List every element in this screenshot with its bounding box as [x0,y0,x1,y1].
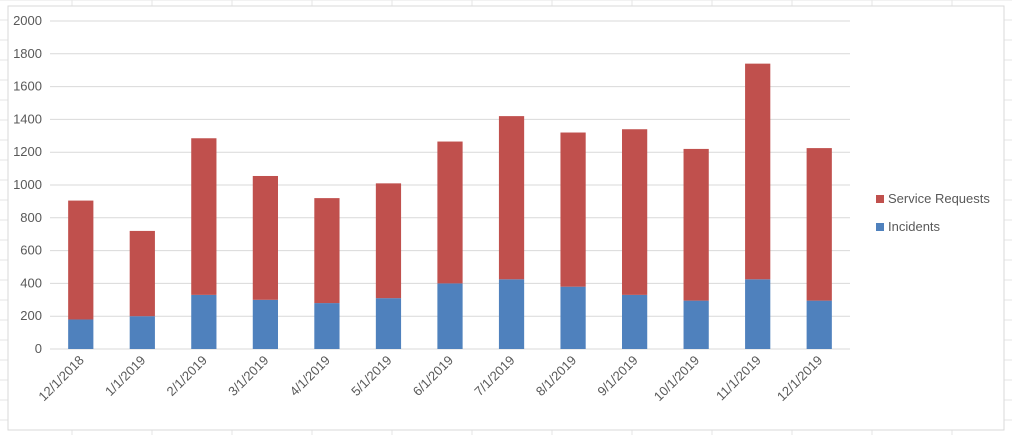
y-axis-tick-labels: 0 200 400 600 800 1000 1200 1400 1600 1800 2000 [13,13,42,356]
bar-service-requests [683,148,709,301]
bar-service-requests [560,132,586,287]
y-tick-label: 2000 [13,13,42,28]
bar-service-requests [129,230,155,317]
y-tick-label: 600 [20,243,42,258]
bar-incidents [252,299,278,349]
y-tick-label: 1800 [13,46,42,61]
bar-incidents [314,303,340,349]
legend: Service Requests Incidents [876,191,990,234]
bar-incidents [437,283,463,349]
bar-service-requests [498,116,525,280]
y-tick-label: 1200 [13,144,42,159]
bar-incidents [191,294,217,349]
bar-incidents [68,319,94,349]
y-tick-label: 800 [20,210,42,225]
y-tick-label: 0 [35,341,42,356]
bar-service-requests [191,138,217,295]
bar-service-requests [68,200,94,320]
legend-label: Incidents [888,219,941,234]
bar-service-requests [314,198,340,304]
y-tick-label: 1000 [13,177,42,192]
bar-service-requests [437,141,463,284]
legend-swatch [876,223,884,231]
legend-label: Service Requests [888,191,990,206]
y-tick-label: 1600 [13,79,42,94]
bar-service-requests [745,63,771,280]
bar-service-requests [375,183,402,299]
bar-incidents [683,300,709,349]
y-tick-label: 1400 [13,111,42,126]
bars [68,63,832,349]
y-tick-label: 400 [20,275,42,290]
bar-incidents [745,279,771,349]
bar-service-requests [622,129,648,295]
bar-service-requests [806,148,832,301]
bar-incidents [622,294,648,349]
bar-incidents [375,298,402,349]
bar-incidents [560,286,586,349]
legend-swatch [876,195,884,203]
bar-incidents [498,279,525,349]
bar-service-requests [252,175,278,300]
bar-incidents [129,316,155,349]
bar-incidents [806,300,832,349]
y-tick-label: 200 [20,308,42,323]
